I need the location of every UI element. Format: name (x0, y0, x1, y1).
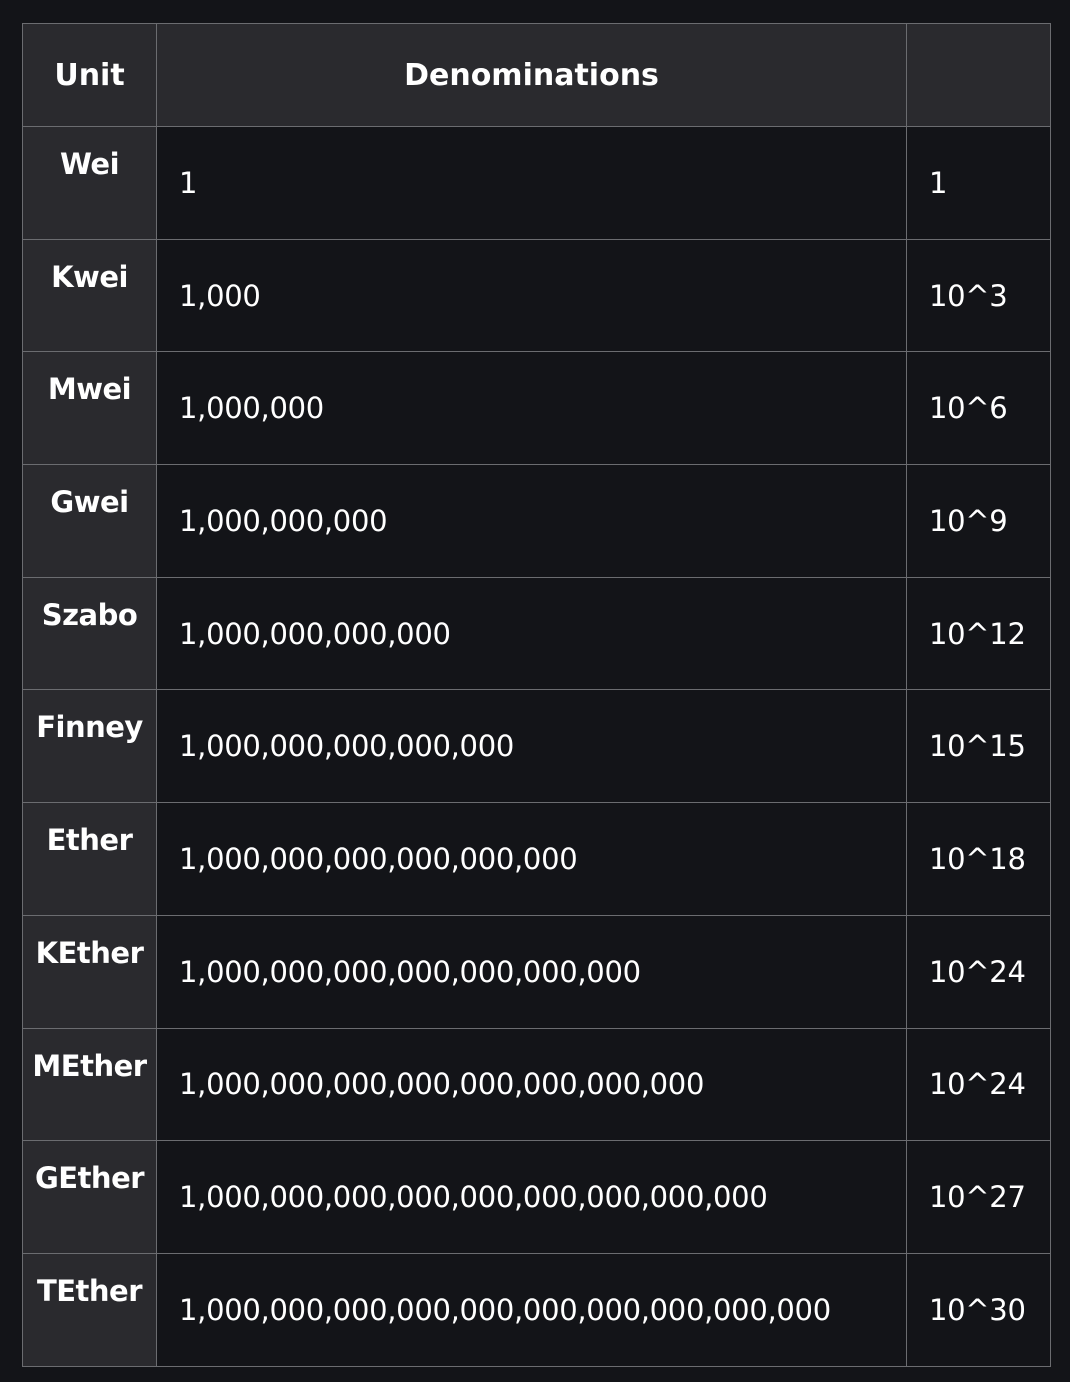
table-row: Szabo 1,000,000,000,000 10^12 (22, 576, 1051, 691)
table-row: Wei 1 1 (22, 126, 1051, 240)
power-cell: 10^9 (906, 464, 1051, 578)
table-header: Unit Denominations (22, 23, 1051, 127)
power-cell: 10^15 (906, 689, 1051, 804)
denomination-cell: 1,000,000 (156, 351, 907, 466)
unit-cell: KEther (22, 914, 157, 1029)
ether-units-table: Unit Denominations Wei 1 1 Kwei 1,000 10… (22, 23, 1051, 1367)
power-cell: 10^6 (906, 351, 1051, 466)
table-row: Kwei 1,000 10^3 (22, 238, 1051, 353)
unit-cell: Ether (22, 802, 157, 916)
header-denominations: Denominations (156, 23, 907, 127)
unit-cell: Kwei (22, 238, 157, 353)
denomination-cell: 1,000,000,000,000,000,000,000,000,000 (156, 1140, 907, 1254)
table-row: MEther 1,000,000,000,000,000,000,000,000… (22, 1027, 1051, 1142)
header-power (906, 23, 1051, 127)
unit-cell: MEther (22, 1027, 157, 1142)
power-cell: 10^18 (906, 802, 1051, 916)
unit-cell: Mwei (22, 351, 157, 466)
table-body: Wei 1 1 Kwei 1,000 10^3 Mwei 1,000,000 1… (22, 126, 1051, 1367)
denomination-cell: 1,000,000,000,000,000,000,000,000 (156, 1027, 907, 1142)
power-cell: 10^27 (906, 1140, 1051, 1254)
denomination-cell: 1,000,000,000,000,000,000,000,000,000,00… (156, 1252, 907, 1367)
denomination-cell: 1,000,000,000 (156, 464, 907, 578)
power-cell: 10^30 (906, 1252, 1051, 1367)
table-row: Gwei 1,000,000,000 10^9 (22, 464, 1051, 578)
unit-cell: Szabo (22, 576, 157, 691)
power-cell: 10^24 (906, 1027, 1051, 1142)
power-cell: 10^24 (906, 914, 1051, 1029)
table-row: KEther 1,000,000,000,000,000,000,000 10^… (22, 914, 1051, 1029)
power-cell: 1 (906, 126, 1051, 240)
denomination-cell: 1 (156, 126, 907, 240)
unit-cell: Wei (22, 126, 157, 240)
header-row: Unit Denominations (22, 23, 1051, 127)
table-row: Mwei 1,000,000 10^6 (22, 351, 1051, 466)
denomination-cell: 1,000,000,000,000,000,000,000 (156, 914, 907, 1029)
unit-cell: GEther (22, 1140, 157, 1254)
header-unit: Unit (22, 23, 157, 127)
denomination-cell: 1,000,000,000,000,000,000 (156, 802, 907, 916)
power-cell: 10^3 (906, 238, 1051, 353)
table-row: GEther 1,000,000,000,000,000,000,000,000… (22, 1140, 1051, 1254)
table-container: Unit Denominations Wei 1 1 Kwei 1,000 10… (22, 23, 1051, 1367)
unit-cell: Finney (22, 689, 157, 804)
table-row: Finney 1,000,000,000,000,000 10^15 (22, 689, 1051, 804)
unit-cell: TEther (22, 1252, 157, 1367)
denomination-cell: 1,000,000,000,000 (156, 576, 907, 691)
table-row: Ether 1,000,000,000,000,000,000 10^18 (22, 802, 1051, 916)
table-row: TEther 1,000,000,000,000,000,000,000,000… (22, 1252, 1051, 1367)
denomination-cell: 1,000,000,000,000,000 (156, 689, 907, 804)
denomination-cell: 1,000 (156, 238, 907, 353)
power-cell: 10^12 (906, 576, 1051, 691)
unit-cell: Gwei (22, 464, 157, 578)
